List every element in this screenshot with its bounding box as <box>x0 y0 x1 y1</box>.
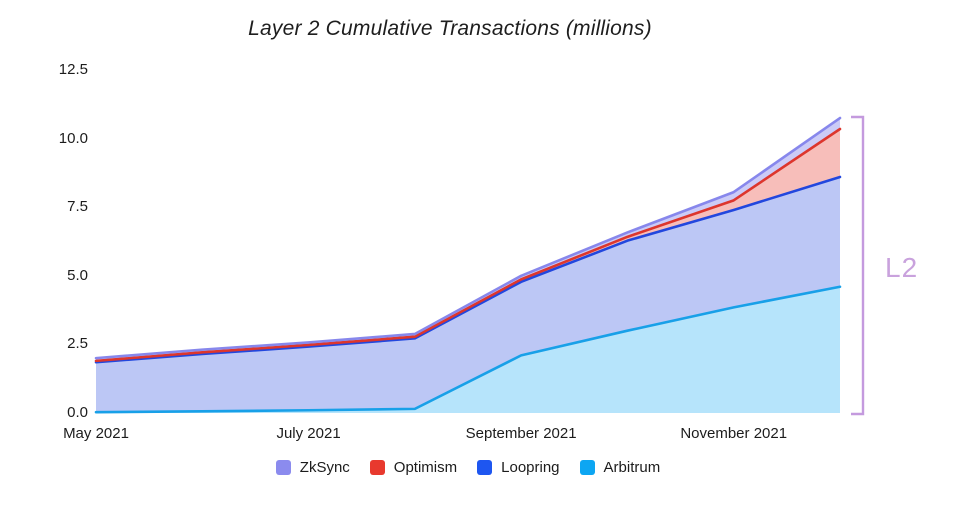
legend-swatch-optimism <box>369 459 385 475</box>
legend: ZkSync Optimism Loopring Arbitrum <box>96 456 840 478</box>
legend-item-optimism: Optimism <box>369 458 458 476</box>
l2-bracket-label: L2 <box>885 252 919 283</box>
y-tick-label: 12.5 <box>58 61 88 78</box>
x-tick-label: November 2021 <box>680 425 788 442</box>
legend-swatch-loopring <box>477 459 493 475</box>
x-tick-label: July 2021 <box>276 425 341 442</box>
chart-title: Layer 2 Cumulative Transactions (million… <box>248 17 652 40</box>
x-tick-label: September 2021 <box>465 425 577 442</box>
y-tick-label: 5.0 <box>67 266 88 284</box>
y-tick-label: 10.0 <box>58 129 88 147</box>
line-loopring <box>94 175 842 364</box>
y-tick-label: 7.5 <box>67 198 88 216</box>
y-tick-label: 0.0 <box>67 404 88 421</box>
legend-swatch-arbitrum <box>579 459 595 475</box>
y-tick-label: 2.5 <box>67 335 88 353</box>
legend-label: Optimism <box>393 458 458 476</box>
legend-label: Arbitrum <box>603 458 661 476</box>
x-tick-label: May 2021 <box>63 425 129 442</box>
legend-item-arbitrum: Arbitrum <box>579 458 661 476</box>
l2-bracket <box>851 115 865 416</box>
area-loopring <box>96 177 840 413</box>
area-arbitrum <box>96 286 840 413</box>
legend-label: Loopring <box>501 458 560 476</box>
legend-label: ZkSync <box>299 458 350 476</box>
line-optimism <box>94 127 842 363</box>
line-arbitrum <box>94 285 842 414</box>
legend-item-zksync: ZkSync <box>275 458 350 476</box>
line-zksync <box>94 116 842 360</box>
legend-swatch-zksync <box>275 459 291 475</box>
legend-item-loopring: Loopring <box>477 458 560 476</box>
